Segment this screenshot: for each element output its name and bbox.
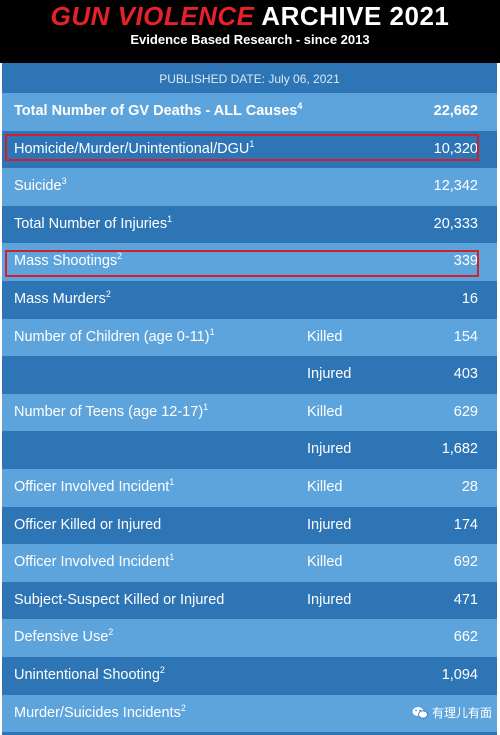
row-label-text: Total Number of GV Deaths - ALL Causes: [14, 103, 298, 119]
row-label: Homicide/Murder/Unintentional/DGU1: [14, 131, 254, 168]
row-value: 12,342: [433, 178, 478, 195]
highlight-box-mass-shootings: [5, 250, 479, 277]
table-row: Injured 1,682: [2, 431, 497, 469]
row-value: 1,682: [441, 441, 478, 458]
row-label-text: Officer Involved Incident: [14, 554, 170, 571]
row-category: Injured: [307, 516, 352, 533]
table-row: Suicide3 12,342: [2, 168, 497, 206]
row-label-text: Homicide/Murder/Unintentional/DGU: [14, 140, 250, 157]
row-label: Subject-Suspect Killed or Injured: [14, 582, 224, 619]
watermark: 有理儿有面: [412, 704, 492, 721]
stats-table: PUBLISHED DATE: July 06, 2021 Total Numb…: [2, 63, 497, 735]
table-row: Officer Involved Incident1 Killed 692: [2, 544, 497, 582]
banner-title: GUN VIOLENCE ARCHIVE 2021: [0, 2, 500, 30]
row-label: Defensive Use2: [14, 619, 113, 656]
row-footnote-marker: 2: [108, 627, 114, 638]
row-footnote-marker: 1: [169, 552, 175, 563]
table-row: Defensive Use2 662: [2, 619, 497, 657]
row-label: Mass Shootings2: [14, 243, 122, 280]
row-category: Injured: [307, 441, 352, 458]
table-row: Number of Children (age 0-11)1 Killed 154: [2, 318, 497, 357]
row-footnote-marker: 1: [203, 401, 209, 412]
row-label: Officer Involved Incident1: [14, 469, 174, 506]
row-label-text: Murder/Suicides Incidents: [14, 704, 181, 721]
row-value: 1,094: [441, 666, 478, 683]
row-label: Mass Murders2: [14, 281, 111, 318]
published-date: PUBLISHED DATE: July 06, 2021: [159, 72, 340, 86]
row-value: 174: [453, 516, 478, 533]
row-footnote-marker: 1: [169, 476, 175, 487]
table-row: Officer Killed or Injured Injured 174: [2, 506, 497, 545]
row-label-text: Subject-Suspect Killed or Injured: [14, 591, 225, 608]
row-label: Unintentional Shooting2: [14, 657, 165, 694]
watermark-text: 有理儿有面: [431, 706, 492, 720]
table-row: Homicide/Murder/Unintentional/DGU1 10,320: [2, 130, 497, 169]
row-value: 20,333: [433, 215, 478, 232]
row-label-text: Defensive Use: [14, 629, 109, 646]
row-label-text: Mass Shootings: [14, 253, 118, 270]
row-footnote-marker: 1: [209, 326, 215, 337]
row-value: 692: [453, 554, 478, 571]
row-value: 16: [461, 290, 478, 307]
row-label: Number of Children (age 0-11)1: [14, 319, 215, 356]
header-banner: GUN VIOLENCE ARCHIVE 2021 Evidence Based…: [0, 0, 500, 63]
row-label: Officer Involved Incident1: [14, 544, 174, 581]
table-row: Officer Involved Incident1 Killed 28: [2, 468, 497, 507]
row-value: 403: [453, 366, 478, 383]
row-label-text: Number of Children (age 0-11): [14, 328, 210, 345]
row-label-text: Mass Murders: [14, 290, 106, 307]
table-row: Mass Murders2 16: [2, 280, 497, 319]
table-row: Unintentional Shooting2 1,094: [2, 656, 497, 695]
row-value: 28: [461, 478, 478, 495]
row-footnote-marker: 2: [180, 702, 186, 713]
row-footnote-marker: 4: [297, 101, 303, 111]
row-footnote-marker: 2: [117, 251, 123, 262]
banner-title-part1: GUN VIOLENCE: [50, 1, 255, 31]
row-label-text: Number of Teens (age 12-17): [14, 403, 204, 420]
row-value: 629: [453, 403, 478, 420]
row-label: Number of Teens (age 12-17)1: [14, 394, 208, 431]
table-row: Number of Teens (age 12-17)1 Killed 629: [2, 393, 497, 432]
row-value: 10,320: [433, 140, 478, 157]
row-category: Injured: [307, 591, 352, 608]
row-footnote-marker: 2: [159, 664, 165, 675]
row-category: Injured: [307, 366, 352, 383]
row-label-text: Total Number of Injuries: [14, 215, 168, 232]
row-category: Killed: [307, 403, 343, 420]
table-row: Total Number of Injuries1 20,333: [2, 205, 497, 244]
row-label: Total Number of GV Deaths - ALL Causes4: [14, 93, 302, 130]
banner-subtitle: Evidence Based Research - since 2013: [130, 32, 370, 47]
row-category: Killed: [307, 328, 343, 345]
row-value: 339: [453, 253, 478, 270]
stats-rows: Total Number of GV Deaths - ALL Causes4 2…: [2, 93, 497, 733]
row-label-text: Unintentional Shooting: [14, 666, 160, 683]
table-row: Subject-Suspect Killed or Injured Injured…: [2, 581, 497, 620]
highlight-box-homicide: [5, 134, 479, 161]
row-category: Killed: [307, 554, 343, 571]
table-row: Mass Shootings2 339: [2, 243, 497, 281]
table-row: Injured 403: [2, 356, 497, 394]
row-footnote-marker: 3: [61, 176, 67, 187]
row-label-text: Officer Killed or Injured: [14, 516, 162, 533]
row-value: 471: [453, 591, 478, 608]
row-label: Officer Killed or Injured: [14, 507, 161, 544]
banner-title-part2: ARCHIVE 2021: [261, 1, 450, 31]
row-label: Suicide3: [14, 168, 67, 205]
table-row: Total Number of GV Deaths - ALL Causes4 2…: [2, 93, 497, 131]
wechat-icon: [412, 707, 428, 719]
row-footnote-marker: 2: [105, 288, 111, 299]
row-value: 662: [453, 629, 478, 646]
row-label-text: Suicide: [14, 178, 62, 195]
row-value: 22,662: [433, 103, 478, 119]
row-label-text: Officer Involved Incident: [14, 478, 170, 495]
row-footnote-marker: 1: [249, 138, 255, 149]
row-label: Total Number of Injuries1: [14, 206, 172, 243]
row-footnote-marker: 1: [167, 213, 173, 224]
row-label: Murder/Suicides Incidents2: [14, 695, 186, 732]
row-value: 154: [453, 328, 478, 345]
row-category: Killed: [307, 478, 343, 495]
